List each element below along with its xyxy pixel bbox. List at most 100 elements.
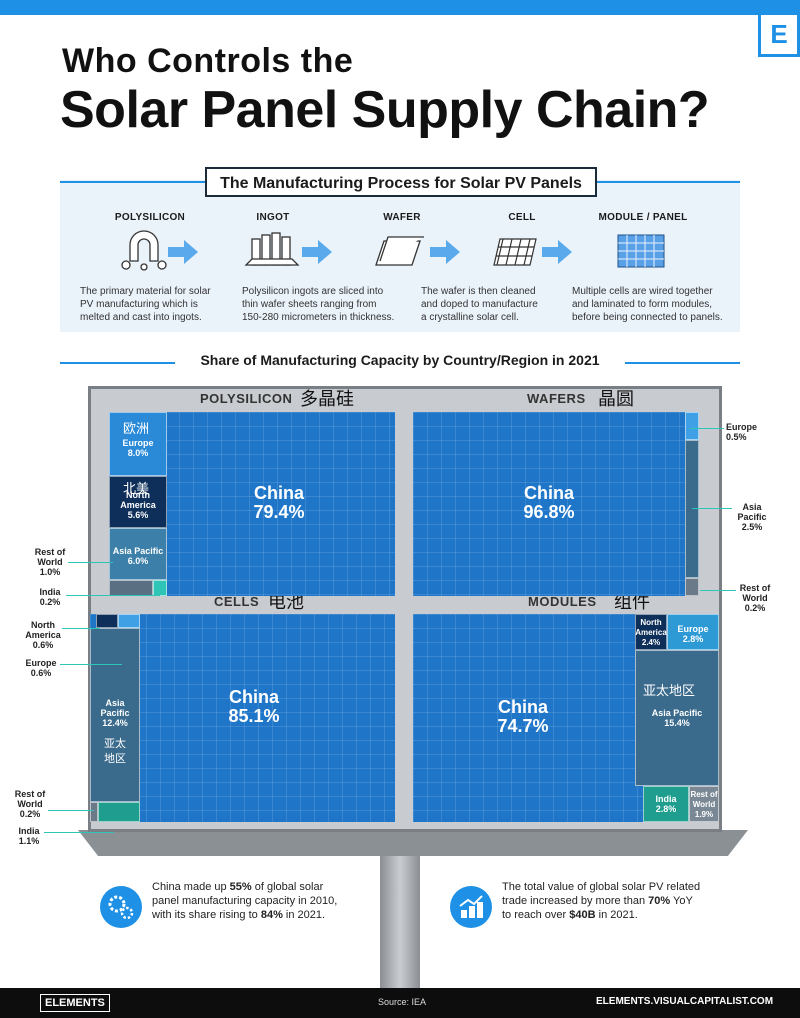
leader-line	[48, 810, 94, 811]
zh-label-north-america: 北美	[123, 482, 150, 497]
desc-line: and doped to manufacture	[421, 299, 538, 310]
leader-line	[66, 595, 160, 596]
fact-text: China made up	[152, 881, 230, 893]
polysilicon-icon	[121, 230, 167, 271]
share-divider-left	[60, 362, 175, 364]
fact-text: YoY to reach over	[502, 895, 693, 921]
label-name-2: Pacific	[100, 708, 130, 718]
process-icons	[121, 230, 665, 271]
money-growth-icon	[450, 886, 492, 928]
step-cell: CELL	[447, 212, 597, 223]
leader-line	[68, 562, 113, 563]
leader-line	[700, 590, 736, 591]
cell-asia-pacific	[685, 440, 699, 578]
zh-label-asia-pacific: 亚太地区	[104, 737, 126, 765]
step-ingot: INGOT	[198, 212, 348, 223]
arrow-icon	[302, 240, 332, 264]
label-value: 12.4%	[102, 718, 128, 728]
share-title: Share of Manufacturing Capacity by Count…	[200, 352, 600, 368]
callout-poly-rest-of-world: Rest of World 1.0%	[34, 547, 66, 577]
step-desc-ingot: Polysilicon ingots are sliced into thin …	[242, 285, 412, 324]
label-north-america: North America 2.4%	[635, 618, 667, 648]
label-name-1: Rest of	[690, 790, 718, 799]
panel-grid	[90, 614, 395, 822]
label-china: China 79.4%	[249, 484, 309, 522]
label-name-2: America	[635, 628, 667, 637]
label-north-america: North America 5.6%	[109, 490, 167, 520]
cell-asia-pacific	[90, 628, 140, 802]
label-name: China	[497, 697, 548, 717]
fact-text: in 2021.	[595, 909, 638, 921]
step-label: INGOT	[256, 212, 290, 223]
money-glyph	[459, 895, 483, 918]
callout-name: Europe	[726, 422, 758, 432]
footer	[0, 988, 800, 1018]
elements-logo: E	[758, 15, 800, 57]
callout-value: 0.2%	[19, 809, 41, 819]
footer-source: Source: IEA	[378, 997, 427, 1007]
label-name-2: America	[120, 500, 156, 510]
fact-text: in 2021.	[282, 909, 326, 921]
label-name: Asia Pacific	[651, 708, 703, 718]
fact-highlight: 70%	[648, 895, 671, 907]
callout-name-1: Asia	[742, 502, 762, 512]
callout-name-2: Pacific	[737, 512, 767, 522]
callout-value: 2.5%	[741, 522, 763, 532]
cell-india	[98, 802, 140, 822]
callout-wafer-asia-pacific: Asia Pacific 2.5%	[734, 502, 770, 532]
callout-name-1: North	[31, 620, 55, 630]
callout-name-2: World	[742, 593, 768, 603]
quadrant-title-modules: MODULES	[528, 594, 597, 609]
callout-value: 0.5%	[726, 432, 747, 442]
label-name-1: Asia	[105, 698, 125, 708]
cell-rest-of-world	[109, 580, 153, 596]
label-name: China	[228, 687, 279, 707]
fact-trade-value: The total value of global solar PV relat…	[502, 880, 702, 922]
leader-line	[44, 832, 114, 833]
callout-value: 0.2%	[39, 597, 61, 607]
desc-line: Polysilicon ingots are sliced into	[242, 286, 384, 297]
treemap-wafers: China 96.8%	[413, 412, 699, 596]
desc-line: and laminated to form modules,	[572, 299, 713, 310]
footer-logo: ELEMENTS	[40, 994, 110, 1012]
label-name-1: North	[126, 490, 150, 500]
callout-value: 0.2%	[744, 603, 766, 613]
callout-name-2: America	[25, 630, 61, 640]
cell-asia-pacific	[635, 650, 719, 786]
callout-value: 0.6%	[32, 640, 54, 650]
quadrant-title-polysilicon: POLYSILICON	[200, 391, 293, 406]
desc-line: thin wafer sheets ranging from	[242, 299, 377, 310]
step-label: MODULE / PANEL	[598, 212, 688, 223]
fact-text: of global solar panel manufacturing capa…	[152, 881, 338, 921]
label-value: 15.4%	[664, 718, 690, 728]
fact-highlight: 84%	[260, 909, 283, 921]
cell-europe	[109, 412, 167, 476]
label-name: China	[253, 483, 304, 503]
fact-china-share: China made up 55% of global solar panel …	[152, 880, 342, 922]
ingot-icon	[244, 232, 300, 266]
callout-poly-india: India 0.2%	[36, 587, 64, 607]
desc-line: The primary material for solar	[80, 286, 211, 297]
process-title: The Manufacturing Process for Solar PV P…	[205, 167, 597, 197]
gears-glyph	[108, 895, 134, 920]
panel-bevel	[78, 830, 748, 856]
desc-line: 150-280 micrometers in thickness.	[242, 312, 395, 323]
cell-north-america	[96, 614, 118, 628]
cell-europe	[685, 412, 699, 440]
cell-europe	[667, 614, 719, 650]
label-name: India	[655, 794, 677, 804]
callout-wafer-europe: Europe 0.5%	[726, 422, 760, 442]
callout-name-1: Rest of	[34, 547, 66, 557]
footer-url[interactable]: ELEMENTS.VISUALCAPITALIST.COM	[596, 996, 774, 1007]
arrow-icon	[168, 240, 198, 264]
callout-name-2: World	[17, 799, 43, 809]
label-value: 2.8%	[682, 634, 704, 644]
label-value: 2.4%	[641, 638, 661, 647]
step-desc-polysilicon: The primary material for solar PV manufa…	[80, 285, 230, 324]
callout-cells-rest-of-world: Rest of World 0.2%	[12, 789, 48, 819]
quadrant-title-cells: CELLS	[214, 594, 260, 609]
treemap-cells: China 85.1% Asia Pacific 12.4% 亚太地区	[90, 614, 395, 822]
cell-rest-of-world	[90, 802, 98, 822]
zh-label-asia-pacific: 亚太地区	[643, 684, 696, 699]
callout-value: 0.6%	[30, 668, 52, 678]
